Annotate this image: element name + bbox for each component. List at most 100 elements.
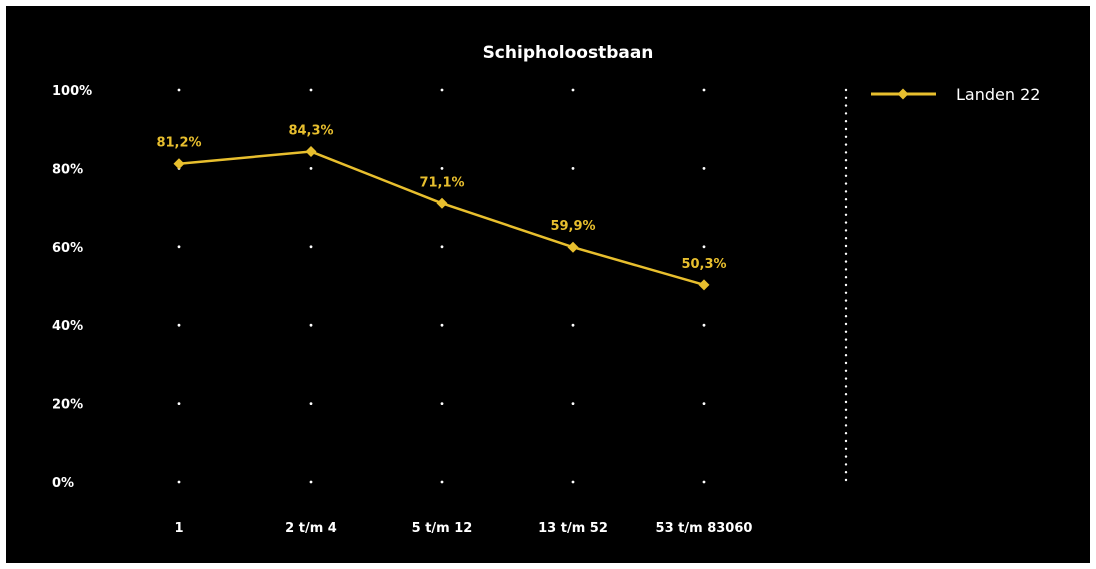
series-landen-22: 81,2% 84,3% 71,1% 59,9% 50,3%	[156, 124, 727, 291]
x-tick-label: 1	[174, 521, 183, 536]
x-tick-label: 2 t/m 4	[285, 521, 337, 536]
grid-dot	[702, 323, 706, 327]
separator-dot	[844, 166, 848, 170]
separator-dot	[844, 471, 848, 474]
grid-dot	[702, 402, 706, 405]
separator-dot	[844, 120, 848, 123]
chart-title: Schipholoostbaan	[483, 43, 654, 63]
separator-dot	[844, 268, 848, 271]
separator-dot	[844, 213, 848, 216]
legend-marker-diamond	[897, 88, 909, 100]
grid-dot	[702, 167, 706, 170]
data-point-marker	[698, 279, 710, 291]
grid-dot	[309, 167, 313, 170]
data-label: 50,3%	[681, 257, 726, 272]
separator-dot	[844, 135, 848, 138]
chart-frame: Schipholoostbaan 0% 20% 40% 60% 80% 100% 1 2 t…	[6, 6, 1090, 563]
grid-dots	[177, 88, 848, 484]
grid-dot	[440, 88, 444, 92]
separator-dot	[844, 416, 848, 419]
grid-dot	[440, 245, 444, 249]
separator-dot	[844, 229, 848, 232]
legend-label: Landen 22	[956, 85, 1040, 104]
separator-dot	[844, 205, 848, 209]
separator-dot	[844, 198, 848, 201]
grid-dot	[177, 323, 181, 327]
separator-dot	[844, 104, 848, 107]
x-tick-label: 13 t/m 52	[538, 521, 608, 536]
grid-dot	[571, 402, 575, 405]
y-tick-label: 100%	[52, 84, 92, 99]
separator-dot	[844, 276, 848, 279]
separator-dot	[844, 361, 848, 365]
separator-dot	[844, 463, 848, 466]
separator-dot	[844, 478, 848, 482]
separator-dot	[844, 393, 848, 396]
separator-dot	[844, 439, 848, 443]
grid-dot	[177, 402, 181, 405]
separator-dot	[844, 307, 848, 310]
separator-dot	[844, 151, 848, 154]
grid-dot	[571, 323, 575, 327]
separator-dot	[844, 315, 848, 318]
grid-dot	[571, 480, 575, 484]
data-point-marker	[436, 197, 448, 209]
grid-dot	[309, 323, 313, 327]
separator-dot	[844, 182, 848, 185]
line-chart: Schipholoostbaan 0% 20% 40% 60% 80% 100% 1 2 t…	[52, 43, 1040, 536]
x-tick-label: 5 t/m 12	[412, 521, 473, 536]
separator-dot	[844, 377, 848, 380]
separator-dot	[844, 143, 848, 146]
grid-dot	[440, 167, 444, 170]
separator-dot	[844, 260, 848, 263]
grid-dot	[702, 88, 706, 92]
separator-dot	[844, 338, 848, 341]
x-axis-ticks: 1 2 t/m 4 5 t/m 12 13 t/m 52 53 t/m 83060	[174, 521, 752, 536]
separator-dot	[844, 385, 848, 388]
grid-dot	[702, 245, 706, 249]
data-point-marker	[173, 158, 185, 170]
separator-dot	[844, 455, 848, 458]
separator-dot	[844, 112, 848, 115]
separator-dot	[844, 291, 848, 294]
separator-dot	[844, 252, 848, 255]
separator-dot	[844, 174, 848, 177]
y-tick-label: 80%	[52, 162, 83, 177]
grid-dot	[309, 402, 313, 405]
data-label: 59,9%	[550, 219, 595, 234]
grid-dot	[177, 480, 181, 484]
data-point-marker	[305, 146, 317, 158]
separator-dot	[844, 237, 848, 240]
grid-dot	[571, 88, 575, 92]
grid-dot	[309, 88, 313, 92]
data-label: 71,1%	[419, 175, 464, 190]
separator-dot	[844, 221, 848, 224]
y-tick-label: 0%	[52, 476, 74, 491]
grid-dot	[702, 480, 706, 484]
grid-dot	[177, 88, 181, 92]
grid-dot	[177, 245, 181, 249]
separator-dot	[844, 432, 848, 435]
data-label: 81,2%	[156, 136, 201, 151]
grid-dot	[440, 402, 444, 405]
separator-dot	[844, 330, 848, 333]
data-label: 84,3%	[288, 124, 333, 139]
y-axis-ticks: 0% 20% 40% 60% 80% 100%	[52, 84, 92, 491]
separator-dot	[844, 400, 848, 404]
separator-dot	[844, 190, 848, 193]
legend: Landen 22	[871, 85, 1040, 104]
separator-dot	[844, 283, 848, 287]
separator-dot	[844, 408, 848, 411]
separator-dot	[844, 159, 848, 162]
separator-dot	[844, 299, 848, 302]
separator-dot	[844, 96, 848, 100]
y-tick-label: 40%	[52, 319, 83, 334]
grid-dot	[440, 323, 444, 327]
series-line	[178, 150, 705, 287]
grid-dot	[571, 167, 575, 170]
separator-dot	[844, 322, 848, 326]
grid-dot	[440, 480, 444, 484]
y-tick-label: 60%	[52, 241, 83, 256]
separator-dot	[844, 354, 848, 357]
separator-dot	[844, 424, 848, 427]
